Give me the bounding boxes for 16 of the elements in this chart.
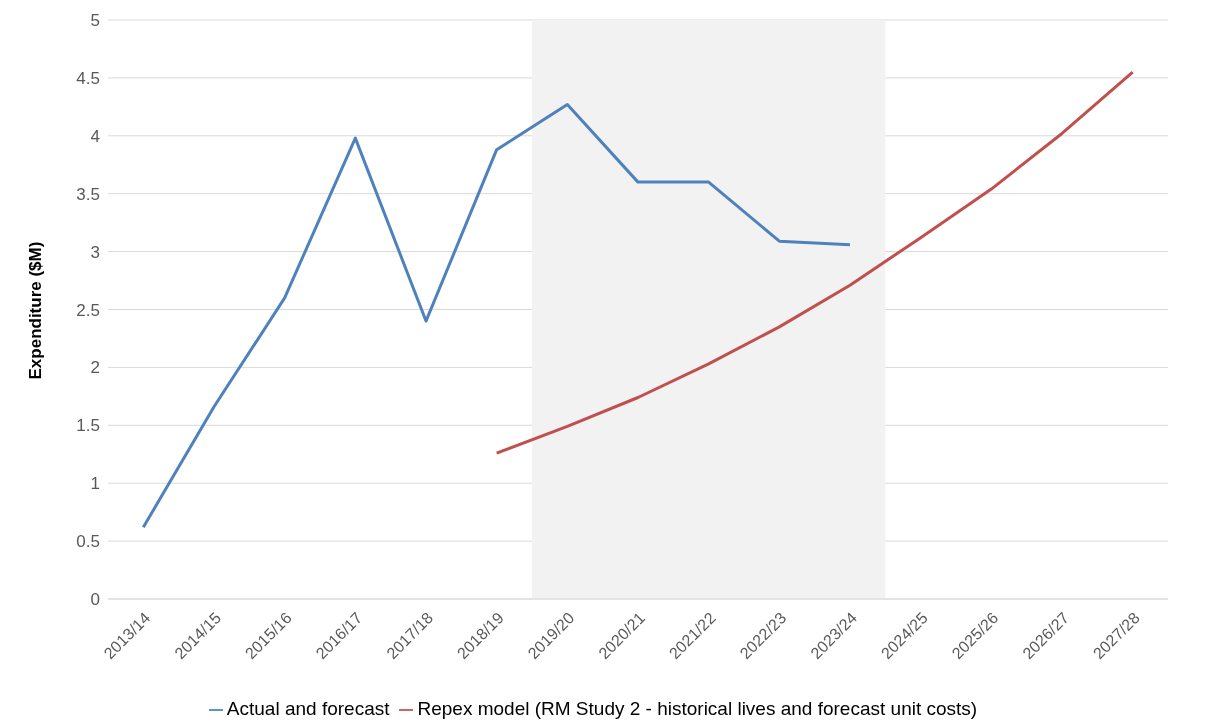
y-tick-label: 4.5 — [76, 68, 100, 88]
legend-label: Actual and forecast — [226, 698, 390, 719]
y-tick-label: 3.5 — [76, 184, 100, 204]
line-series — [141, 103, 852, 529]
y-tick-label: 4 — [90, 126, 100, 146]
y-tick-label: 2 — [90, 358, 100, 378]
y-tick-label: 0 — [90, 590, 100, 610]
line-series — [495, 70, 1135, 455]
y-tick-label: 5 — [90, 11, 100, 31]
y-tick-label: 2.5 — [76, 300, 100, 320]
y-axis-title: Expenditure ($M) — [26, 241, 46, 380]
y-tick-label: 3 — [90, 242, 100, 262]
y-tick-label: 1 — [90, 474, 100, 494]
legend-label: Repex model (RM Study 2 - historical lives and forecast unit costs) — [417, 698, 978, 719]
y-tick-label: 1.5 — [76, 416, 100, 436]
y-tick-label: 0.5 — [76, 532, 100, 552]
